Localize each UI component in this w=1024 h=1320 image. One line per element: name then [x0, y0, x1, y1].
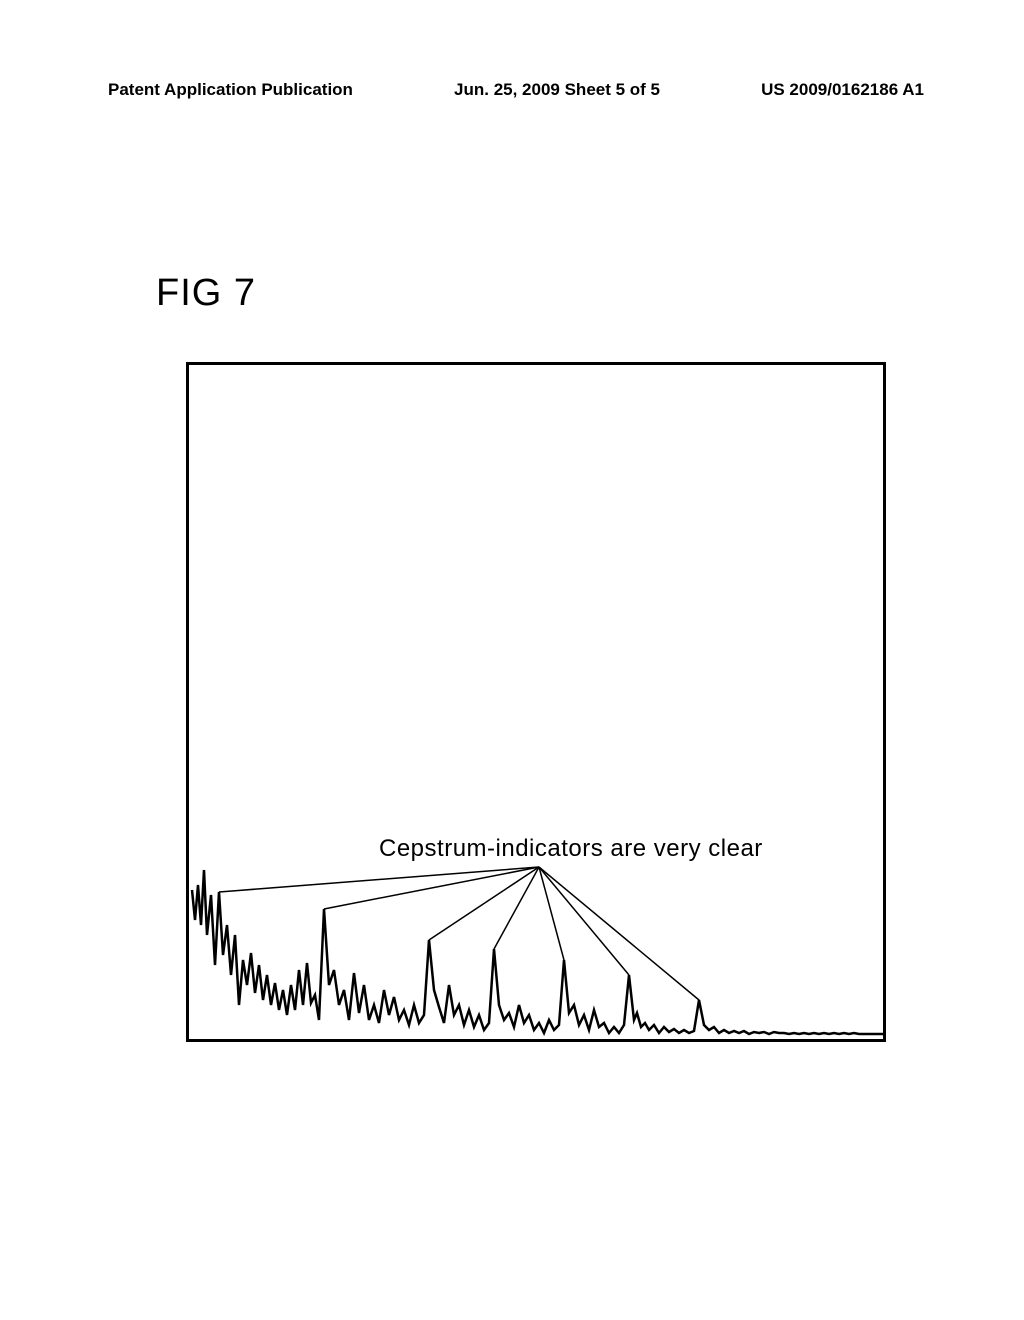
figure-label: FIG 7 — [156, 272, 256, 315]
cepstrum-annotation: Cepstrum-indicators are very clear — [379, 835, 763, 863]
header-patent-number: US 2009/0162186 A1 — [761, 80, 924, 100]
signal-plot-svg — [189, 365, 883, 1039]
header-date-sheet: Jun. 25, 2009 Sheet 5 of 5 — [454, 80, 660, 100]
header-publication: Patent Application Publication — [108, 80, 353, 100]
cepstrum-chart: Cepstrum-indicators are very clear — [186, 362, 886, 1042]
